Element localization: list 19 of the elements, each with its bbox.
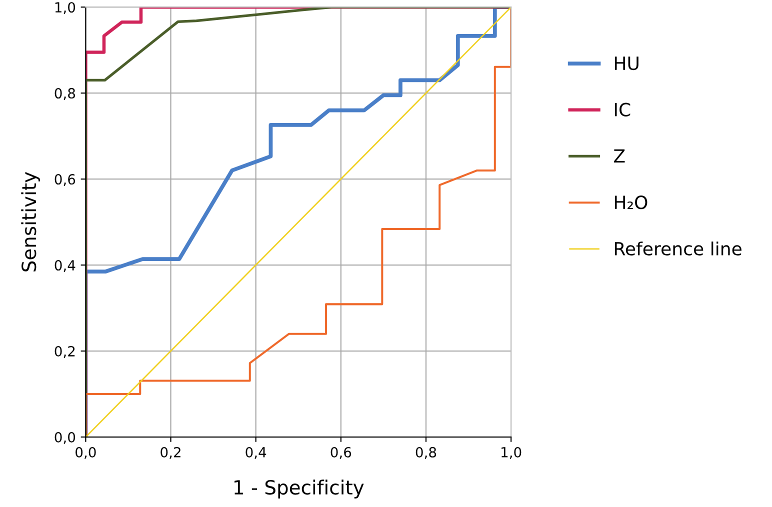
- legend-label: HU: [614, 56, 638, 70]
- y-tick-label: 1,0: [55, 2, 76, 14]
- legend-label: IC: [614, 102, 630, 116]
- x-tick-label: 0,6: [330, 447, 352, 459]
- x-tick-label: 0,4: [246, 447, 266, 459]
- y-tick-label: 0,2: [54, 346, 75, 358]
- y-axis-title: Sensitivity: [21, 172, 40, 272]
- legend-label: Reference line: [614, 242, 742, 256]
- x-tick-label: 1,0: [502, 447, 522, 459]
- x-tick-label: 0,8: [416, 447, 436, 459]
- y-tick-label: 0,6: [54, 174, 76, 186]
- y-tick-label: 0,4: [54, 260, 76, 272]
- x-tick-label: 0,0: [76, 447, 96, 459]
- y-tick-label: 0,8: [54, 88, 76, 100]
- legend-label: Z: [614, 149, 625, 163]
- y-tick-label: 0,0: [54, 432, 76, 444]
- x-axis-title: 1 - Specificity: [234, 480, 364, 498]
- legend-label: H₂O: [614, 196, 648, 210]
- x-tick-label: 0,2: [160, 447, 180, 459]
